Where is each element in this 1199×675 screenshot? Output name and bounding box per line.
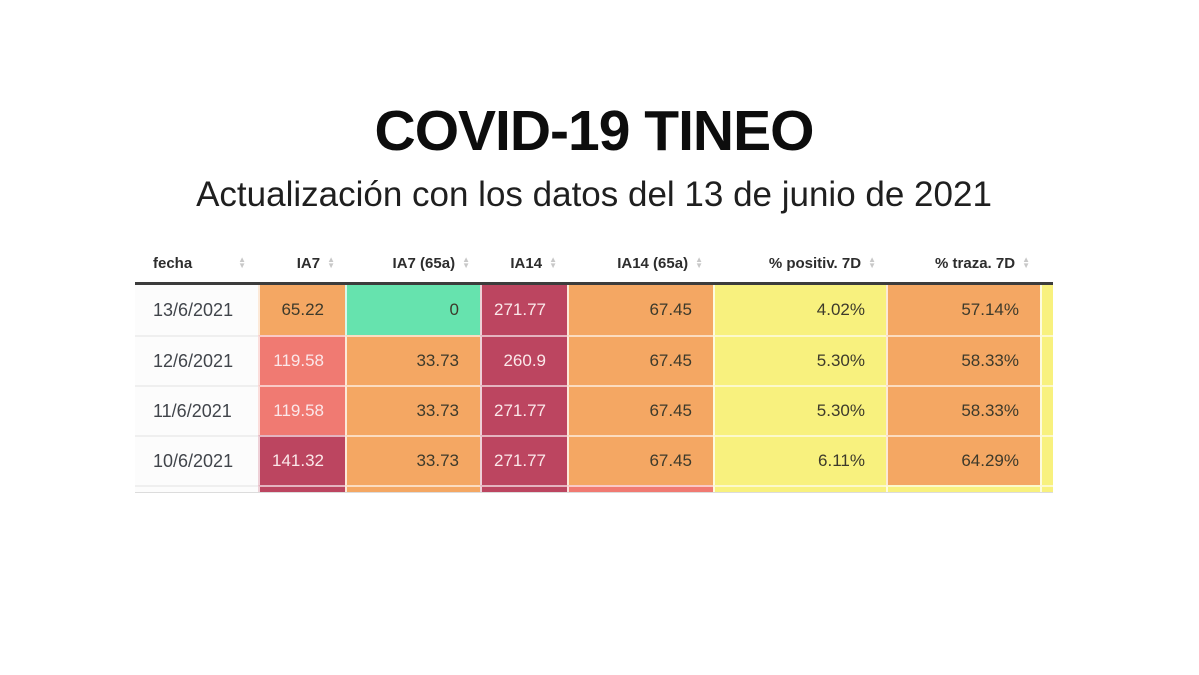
cell-clipped-column	[1040, 285, 1053, 336]
cell-ia14_65a: 67.45	[567, 335, 713, 386]
page-title: COVID-19 TINEO	[374, 99, 815, 163]
cell-fecha: 12/6/2021	[135, 335, 258, 386]
cell-fecha: 10/6/2021	[135, 435, 258, 486]
cell-ia7_65a: 0	[345, 285, 480, 336]
sort-icon[interactable]: ▲ ▼	[238, 255, 246, 271]
page-subtitle: Actualización con los datos del 13 de ju…	[196, 174, 992, 214]
sort-icon[interactable]: ▲ ▼	[462, 255, 470, 271]
cell-ia14	[480, 485, 567, 493]
cell-ia14_65a: 67.45	[567, 285, 713, 336]
cell-positiv_7d	[713, 485, 886, 493]
cell-ia7_65a	[345, 485, 480, 493]
cell-ia7: 119.58	[258, 385, 345, 436]
cell-ia14: 271.77	[480, 435, 567, 486]
cell-traza_7d	[886, 485, 1040, 493]
table-row: 11/6/2021 119.58 33.73 271.77 67.45 5.30% 58.3…	[135, 385, 1053, 436]
cell-ia14_65a: 67.45	[567, 385, 713, 436]
cell-ia7_65a: 33.73	[345, 385, 480, 436]
column-header-ia7[interactable]: IA7 ▲ ▼	[258, 244, 345, 282]
cell-clipped-column	[1040, 485, 1053, 493]
sort-icon[interactable]: ▲ ▼	[327, 255, 335, 271]
cell-positiv_7d: 4.02%	[713, 285, 886, 336]
cell-ia7_65a: 33.73	[345, 435, 480, 486]
cell-ia7_65a: 33.73	[345, 335, 480, 386]
cell-ia7: 119.58	[258, 335, 345, 386]
cell-fecha: 13/6/2021	[135, 285, 258, 336]
column-header-traza_7d[interactable]: % traza. 7D ▲ ▼	[886, 244, 1040, 282]
column-header-label: IA14 (65a)	[617, 254, 689, 272]
cell-ia14: 271.77	[480, 285, 567, 336]
table-row: 10/6/2021 141.32 33.73 271.77 67.45 6.11% 64.2…	[135, 435, 1053, 486]
column-header-ia14_65a[interactable]: IA14 (65a) ▲ ▼	[567, 244, 713, 282]
column-header-ia14[interactable]: IA14 ▲ ▼	[480, 244, 567, 282]
table-body: 13/6/2021 65.22 0 271.77 67.45 4.02% 57.14% 12/…	[135, 285, 1053, 494]
sort-icon[interactable]: ▲ ▼	[1022, 255, 1030, 271]
cell-fecha: 11/6/2021	[135, 385, 258, 436]
cell-ia14: 260.9	[480, 335, 567, 386]
cell-ia14_65a: 67.45	[567, 435, 713, 486]
cell-positiv_7d: 5.30%	[713, 385, 886, 436]
cell-clipped-column	[1040, 435, 1053, 486]
column-header-fecha[interactable]: fecha ▲ ▼	[135, 244, 258, 282]
table-row	[135, 485, 1053, 493]
column-header-ia7_65a[interactable]: IA7 (65a) ▲ ▼	[345, 244, 480, 282]
cell-positiv_7d: 5.30%	[713, 335, 886, 386]
column-header-label: IA14	[510, 254, 543, 272]
cell-traza_7d: 58.33%	[886, 335, 1040, 386]
cell-fecha	[135, 485, 258, 493]
column-header-positiv_7d[interactable]: % positiv. 7D ▲ ▼	[713, 244, 886, 282]
column-header-spacer	[1040, 244, 1053, 282]
cell-positiv_7d: 6.11%	[713, 435, 886, 486]
table-header-row: fecha ▲ ▼ IA7 ▲ ▼ IA7 (65a) ▲ ▼ IA14 ▲ ▼ IA14 (65a) ▲…	[135, 244, 1053, 286]
cell-traza_7d: 64.29%	[886, 435, 1040, 486]
column-header-label: IA7	[296, 254, 321, 272]
table-row: 12/6/2021 119.58 33.73 260.9 67.45 5.30% 58.33…	[135, 335, 1053, 386]
column-header-label: fecha	[153, 254, 193, 272]
cell-ia14_65a	[567, 485, 713, 493]
content-container: COVID-19 TINEO Actualización con los dat…	[135, 0, 1053, 494]
covid-data-table: fecha ▲ ▼ IA7 ▲ ▼ IA7 (65a) ▲ ▼ IA14 ▲ ▼ IA14 (65a) ▲…	[135, 244, 1053, 494]
cell-ia14: 271.77	[480, 385, 567, 436]
cell-ia7: 141.32	[258, 435, 345, 486]
table-row: 13/6/2021 65.22 0 271.77 67.45 4.02% 57.14%	[135, 285, 1053, 336]
sort-icon[interactable]: ▲ ▼	[549, 255, 557, 271]
column-header-label: IA7 (65a)	[392, 254, 456, 272]
cell-ia7: 65.22	[258, 285, 345, 336]
sort-icon[interactable]: ▲ ▼	[868, 255, 876, 271]
cell-traza_7d: 58.33%	[886, 385, 1040, 436]
cell-clipped-column	[1040, 335, 1053, 386]
cell-traza_7d: 57.14%	[886, 285, 1040, 336]
column-header-label: % positiv. 7D	[768, 254, 862, 272]
column-header-label: % traza. 7D	[935, 254, 1016, 272]
cell-ia7	[258, 485, 345, 493]
sort-icon[interactable]: ▲ ▼	[695, 255, 703, 271]
cell-clipped-column	[1040, 385, 1053, 436]
